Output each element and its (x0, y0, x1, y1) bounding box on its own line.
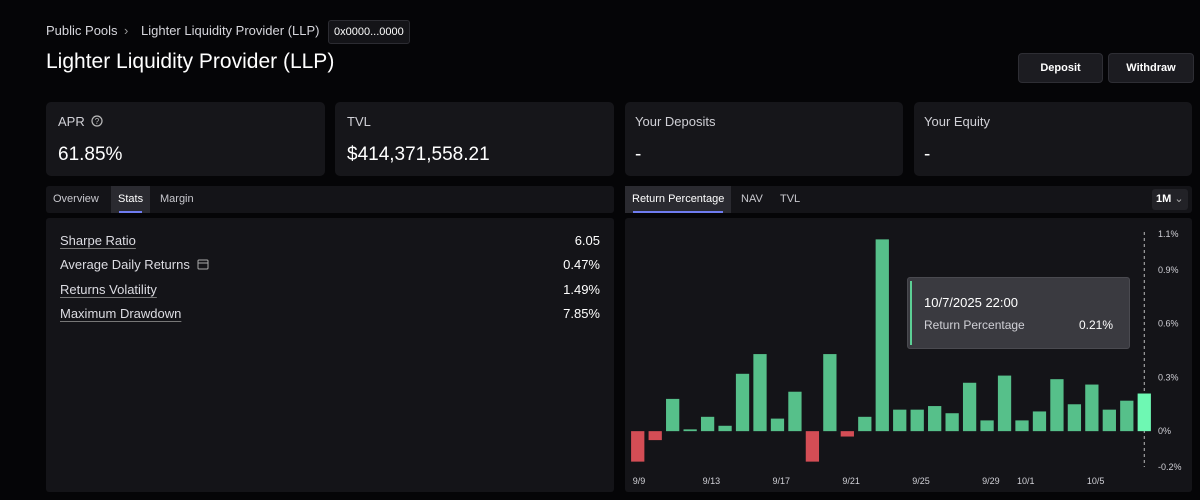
withdraw-button[interactable]: Withdraw (1108, 53, 1194, 83)
tooltip-value: 0.21% (1078, 318, 1113, 332)
card-label: TVL (347, 114, 371, 129)
tooltip: 10/7/2025 22:00 Return Percentage 0.21% (907, 277, 1130, 349)
x-tick-label: 10/1 (1017, 476, 1035, 486)
breadcrumb-separator: › (124, 23, 129, 38)
left-tabs: Overview Stats Margin (46, 186, 614, 213)
x-tick-label: 9/25 (912, 476, 930, 486)
card-label: APR ? (58, 114, 103, 129)
x-tick-label: 9/17 (772, 476, 790, 486)
breadcrumb-parent[interactable]: Public Pools (46, 23, 118, 38)
bar (1120, 400, 1134, 432)
y-tick-label: 0.6% (1158, 319, 1179, 329)
x-tick-label: 10/5 (1087, 476, 1105, 486)
chevron: ⌄ (1174, 193, 1184, 205)
y-tick-label: 1.1% (1158, 229, 1179, 239)
tooltip-accent (910, 281, 912, 345)
tvl-card: TVL $414,371,558.21 (335, 102, 614, 176)
bar (945, 413, 959, 432)
page-title: Lighter Liquidity Provider (LLP) (46, 50, 335, 73)
y-tick-label: 0.9% (1158, 265, 1179, 275)
stat-name[interactable]: Maximum Drawdown (60, 306, 182, 321)
bar (648, 431, 662, 441)
x-tick-label: 9/9 (633, 476, 646, 486)
bar (910, 409, 924, 432)
bar (735, 373, 750, 432)
bar (753, 354, 767, 432)
bar (962, 382, 977, 432)
deposits-card: Your Deposits - (625, 102, 903, 176)
equity-card: Your Equity - (914, 102, 1192, 176)
right-tabs: Return Percentage NAV TVL 1M ⌄ (625, 186, 1192, 213)
bar (666, 398, 680, 432)
x-tick-label: 9/29 (982, 476, 1000, 486)
y-tick-label: -0.2% (1158, 462, 1182, 472)
bar (893, 409, 907, 432)
timeframe-select[interactable]: 1M ⌄ (1152, 189, 1188, 210)
stat-name: Average Daily Returns (60, 257, 209, 272)
bar (770, 418, 785, 432)
stat-name-text: Average Daily Returns (60, 257, 190, 272)
bar (683, 429, 697, 432)
bar (1085, 384, 1099, 432)
stat-value: 1.49% (563, 282, 600, 297)
card-value: 61.85% (58, 144, 123, 165)
bar (788, 391, 802, 432)
svg-text:?: ? (95, 117, 100, 126)
bar (631, 431, 645, 462)
stat-name[interactable]: Returns Volatility (60, 282, 157, 297)
bar (997, 375, 1012, 432)
breadcrumb-current: Lighter Liquidity Provider (LLP) (141, 23, 320, 38)
card-label: Your Equity (924, 114, 991, 129)
bar (1102, 409, 1116, 432)
tab[interactable]: NAV (741, 193, 763, 205)
card-value: - (635, 144, 642, 165)
bar (928, 406, 942, 432)
apr-card: APR ? 61.85% (46, 102, 325, 176)
bar (700, 416, 715, 432)
bar (1137, 393, 1151, 432)
deposit-button[interactable]: Deposit (1018, 53, 1103, 83)
bar (840, 431, 854, 437)
bar (1032, 411, 1047, 432)
tab[interactable]: TVL (780, 193, 801, 205)
bar (805, 431, 820, 462)
stats-panel: Sharpe Ratio 6.05 Average Daily Returns 0… (46, 218, 614, 492)
help-icon[interactable]: ? (91, 115, 103, 127)
card-label-text: APR (58, 114, 85, 129)
tab[interactable]: Margin (160, 193, 194, 205)
calendar-icon[interactable] (197, 258, 209, 270)
chart-panel (625, 218, 1192, 492)
y-tick-label: 0.3% (1158, 372, 1179, 382)
stat-value: 0.47% (563, 257, 600, 272)
card-value: $414,371,558.21 (347, 144, 490, 165)
y-tick-label: 0% (1158, 426, 1171, 436)
timeframe-text: 1M (1156, 193, 1172, 205)
x-tick-label: 9/21 (842, 476, 860, 486)
stat-name[interactable]: Sharpe Ratio (60, 233, 136, 248)
tooltip-label: Return Percentage (924, 318, 1025, 332)
bar (823, 354, 837, 432)
bar (718, 425, 732, 432)
tab-active[interactable]: Stats (111, 186, 151, 213)
bar (1015, 420, 1029, 432)
tooltip-date: 10/7/2025 22:00 (924, 295, 1018, 310)
card-value: - (924, 144, 931, 165)
x-tick-label: 9/13 (703, 476, 721, 486)
address-badge[interactable]: 0x0000...0000 (328, 20, 410, 44)
card-label: Your Deposits (635, 114, 716, 129)
bar (875, 239, 889, 432)
bar (858, 416, 872, 432)
bar (1050, 379, 1064, 432)
tab-active[interactable]: Return Percentage (625, 186, 732, 213)
bar (980, 420, 994, 432)
bar (1067, 404, 1082, 432)
tab[interactable]: Overview (53, 193, 99, 205)
stat-value: 7.85% (563, 306, 600, 321)
stat-value: 6.05 (574, 233, 600, 248)
